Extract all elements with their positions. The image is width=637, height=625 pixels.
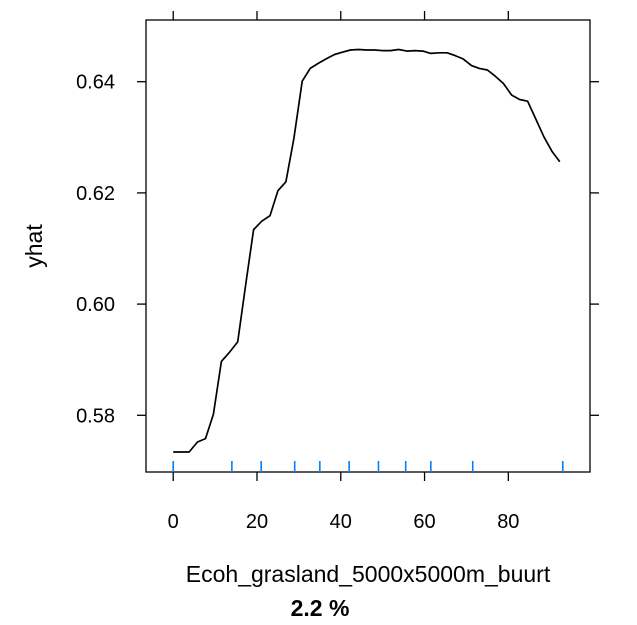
y-axis: 0.58 0.60 0.62 0.64 [76,72,599,427]
y-tick-label: 0.64 [76,72,115,94]
x-tick-label: 40 [330,511,352,533]
x-axis: 0 20 40 60 80 [168,11,519,533]
x-axis-title: Ecoh_grasland_5000x5000m_buurt [186,561,551,587]
x-tick-label: 80 [497,511,519,533]
plot-frame [145,19,591,473]
x-tick-label: 60 [413,511,435,533]
chart-subtitle: 2.2 % [291,595,350,621]
x-tick-label: 0 [168,511,179,533]
y-axis-title: yhat [21,224,47,268]
rug [172,461,564,472]
y-tick-label: 0.58 [76,405,115,427]
x-tick-label: 20 [246,511,268,533]
series-line [173,48,561,453]
y-tick-label: 0.60 [76,294,115,316]
plot-area [173,48,561,453]
y-tick-label: 0.62 [76,183,115,205]
